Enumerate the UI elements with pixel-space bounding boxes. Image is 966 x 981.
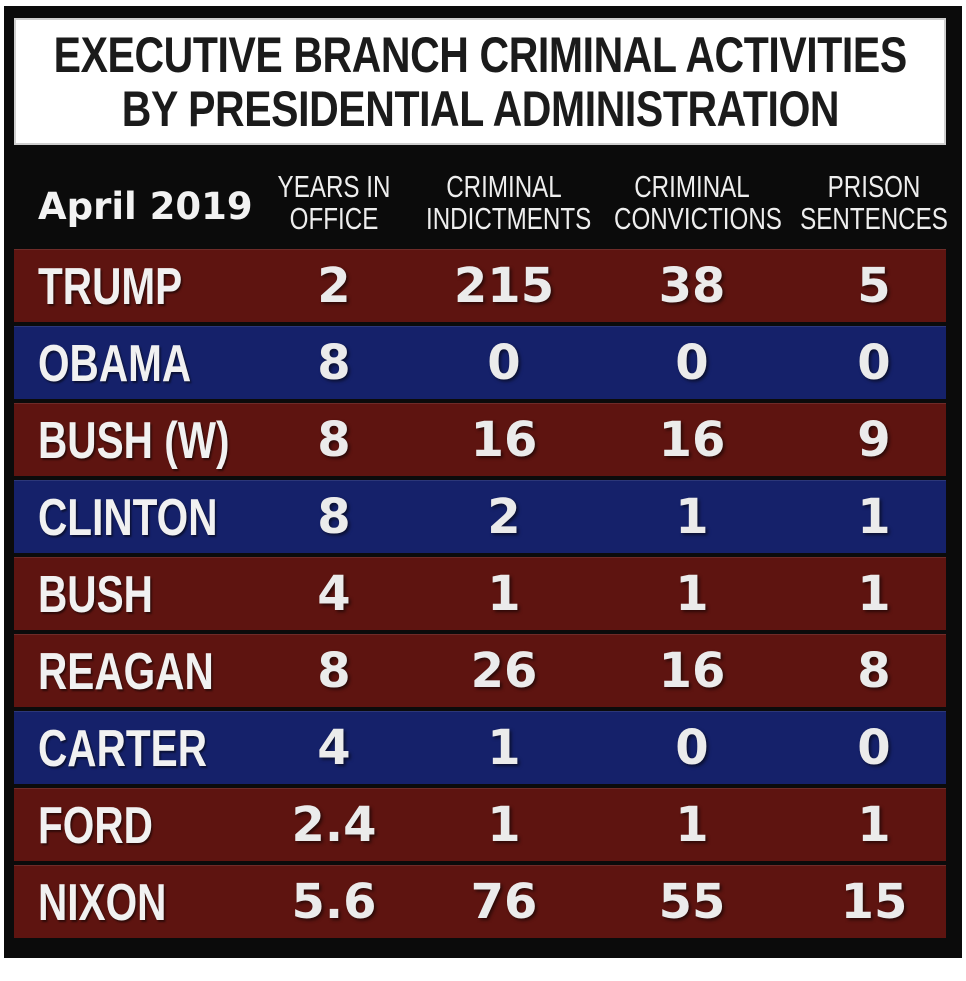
convictions-cell: 0: [675, 335, 709, 391]
table-row: CARTER 4 1 0 0: [14, 711, 946, 784]
convictions-cell: 1: [675, 797, 709, 853]
convictions-cell: 0: [675, 720, 709, 776]
president-name: REAGAN: [38, 643, 214, 701]
table-row: FORD 2.4 1 1 1: [14, 788, 946, 861]
convictions-cell: 16: [658, 412, 726, 468]
president-name: FORD: [38, 797, 153, 855]
convictions-cell: 16: [658, 643, 726, 699]
president-name: BUSH: [38, 566, 153, 624]
column-header-sentences-line-2: SENTENCES: [800, 201, 948, 236]
convictions-cell: 38: [658, 258, 726, 314]
indictments-cell: 26: [470, 643, 538, 699]
indictments-cell: 76: [470, 874, 538, 930]
indictments-cell: 2: [487, 489, 521, 545]
column-header-indictments-line-1: CRIMINAL: [446, 169, 562, 204]
indictments-cell: 0: [487, 335, 521, 391]
column-header-convictions-line-2: CONVICTIONS: [614, 201, 782, 236]
column-header-sentences-line-1: PRISON: [827, 169, 921, 204]
years-in-office-cell: 4: [317, 720, 351, 776]
convictions-cell: 55: [658, 874, 726, 930]
sentences-cell: 5: [857, 258, 891, 314]
column-header-years-line-2: OFFICE: [289, 201, 379, 236]
years-in-office-cell: 8: [317, 643, 351, 699]
sentences-cell: 9: [857, 412, 891, 468]
president-name: NIXON: [38, 874, 167, 932]
column-header-indictments: CRIMINAL INDICTMENTS: [426, 169, 592, 236]
table-row: NIXON 5.6 76 55 15: [14, 865, 946, 938]
years-in-office-cell: 2.4: [291, 797, 377, 853]
convictions-cell: 1: [675, 566, 709, 622]
title-box: EXECUTIVE BRANCH CRIMINAL ACTIVITIES BY …: [14, 18, 946, 145]
column-header-years-line-1: YEARS IN: [277, 169, 391, 204]
column-header-indictments-line-2: INDICTMENTS: [426, 201, 592, 236]
president-name: BUSH (W): [38, 412, 230, 470]
years-in-office-cell: 4: [317, 566, 351, 622]
years-in-office-cell: 5.6: [291, 874, 377, 930]
indictments-cell: 16: [470, 412, 538, 468]
table-row: BUSH (W) 8 16 16 9: [14, 403, 946, 476]
column-header-years: YEARS IN OFFICE: [256, 171, 412, 235]
president-name: CLINTON: [38, 489, 218, 547]
table-row: TRUMP 2 215 38 5: [14, 249, 946, 322]
convictions-cell: 1: [675, 489, 709, 545]
president-name: OBAMA: [38, 335, 192, 393]
table-body: TRUMP 2 215 38 5 OBAMA 8 0 0 0 BUSH (W) 8 16 16 9 CLINT…: [14, 249, 946, 942]
indictments-cell: 1: [487, 797, 521, 853]
sentences-cell: 15: [840, 874, 908, 930]
years-in-office-cell: 8: [317, 489, 351, 545]
sentences-cell: 1: [857, 489, 891, 545]
years-in-office-cell: 8: [317, 335, 351, 391]
table-row: CLINTON 8 2 1 1: [14, 480, 946, 553]
president-name: CARTER: [38, 720, 208, 778]
header-row: April 2019 YEARS IN OFFICE CRIMINAL INDI…: [14, 165, 948, 245]
sentences-cell: 1: [857, 566, 891, 622]
table-row: BUSH 4 1 1 1: [14, 557, 946, 630]
date-label: April 2019: [38, 185, 253, 228]
indictments-cell: 1: [487, 720, 521, 776]
years-in-office-cell: 2: [317, 258, 351, 314]
title-line-1: EXECUTIVE BRANCH CRIMINAL ACTIVITIES: [53, 26, 907, 83]
table-row: OBAMA 8 0 0 0: [14, 326, 946, 399]
table-row: REAGAN 8 26 16 8: [14, 634, 946, 707]
title-line-2: BY PRESIDENTIAL ADMINISTRATION: [121, 80, 839, 137]
column-header-convictions-line-1: CRIMINAL: [634, 169, 750, 204]
sentences-cell: 0: [857, 720, 891, 776]
indictments-cell: 1: [487, 566, 521, 622]
column-header-sentences: PRISON SENTENCES: [796, 171, 952, 235]
sentences-cell: 0: [857, 335, 891, 391]
years-in-office-cell: 8: [317, 412, 351, 468]
column-header-convictions: CRIMINAL CONVICTIONS: [614, 169, 782, 236]
sentences-cell: 8: [857, 643, 891, 699]
indictments-cell: 215: [453, 258, 555, 314]
sentences-cell: 1: [857, 797, 891, 853]
president-name: TRUMP: [38, 258, 183, 316]
